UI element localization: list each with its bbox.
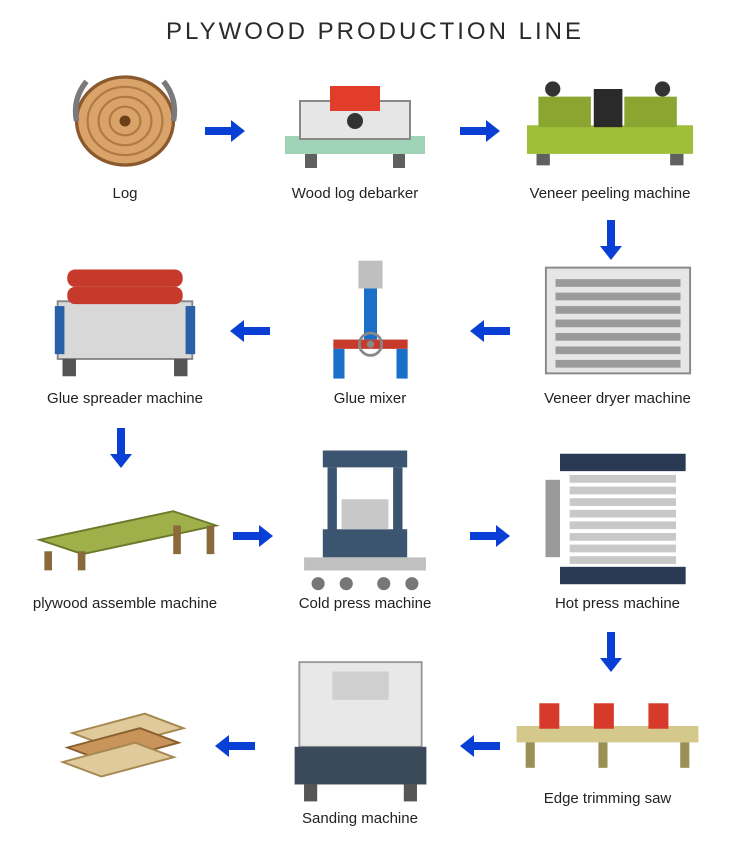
sanding-label: Sanding machine — [302, 810, 418, 827]
plywood-illustration — [45, 680, 205, 786]
edge-trim-illustration — [490, 665, 725, 786]
node-hot-press: Hot press machine — [520, 445, 715, 612]
glue-mixer-label: Glue mixer — [334, 390, 407, 407]
hot-press-label: Hot press machine — [555, 595, 680, 612]
assemble-label: plywood assemble machine — [33, 595, 217, 612]
arrow-hot-press-to-edge-trim — [600, 632, 622, 672]
arrow-debarker-to-peeling — [460, 120, 500, 142]
arrow-assemble-to-cold-press — [233, 525, 273, 547]
arrow-glue-mixer-to-glue-spreader — [230, 320, 270, 342]
assemble-illustration — [20, 460, 230, 591]
arrow-glue-spreader-to-assemble — [110, 428, 132, 468]
log-illustration — [50, 60, 200, 181]
veneer-dryer-label: Veneer dryer machine — [544, 390, 691, 407]
glue-spreader-illustration — [30, 255, 220, 386]
arrow-peeling-to-veneer-dryer — [600, 220, 622, 260]
arrow-log-to-debarker — [205, 120, 245, 142]
node-edge-trim: Edge trimming saw — [490, 665, 725, 807]
node-veneer-dryer: Veneer dryer machine — [520, 255, 715, 407]
glue-spreader-label: Glue spreader machine — [47, 390, 203, 407]
node-sanding: Sanding machine — [260, 650, 460, 827]
peeling-illustration — [505, 60, 715, 181]
edge-trim-label: Edge trimming saw — [544, 790, 672, 807]
node-plywood — [45, 680, 205, 786]
node-debarker: Wood log debarker — [255, 60, 455, 202]
sanding-illustration — [260, 650, 460, 806]
node-peeling: Veneer peeling machine — [505, 60, 715, 202]
veneer-dryer-illustration — [520, 255, 715, 386]
node-cold-press: Cold press machine — [275, 445, 455, 612]
node-log: Log — [50, 60, 200, 202]
peeling-label: Veneer peeling machine — [530, 185, 691, 202]
arrow-veneer-dryer-to-glue-mixer — [470, 320, 510, 342]
debarker-label: Wood log debarker — [292, 185, 418, 202]
cold-press-illustration — [275, 445, 455, 591]
node-glue-spreader: Glue spreader machine — [30, 255, 220, 407]
page-title: PLYWOOD PRODUCTION LINE — [0, 0, 750, 54]
cold-press-label: Cold press machine — [299, 595, 432, 612]
arrow-edge-trim-to-sanding — [460, 735, 500, 757]
node-assemble: plywood assemble machine — [20, 460, 230, 612]
arrow-cold-press-to-hot-press — [470, 525, 510, 547]
hot-press-illustration — [520, 445, 715, 591]
arrow-sanding-to-plywood — [215, 735, 255, 757]
glue-mixer-illustration — [295, 255, 445, 386]
debarker-illustration — [255, 60, 455, 181]
node-glue-mixer: Glue mixer — [295, 255, 445, 407]
log-label: Log — [112, 185, 137, 202]
